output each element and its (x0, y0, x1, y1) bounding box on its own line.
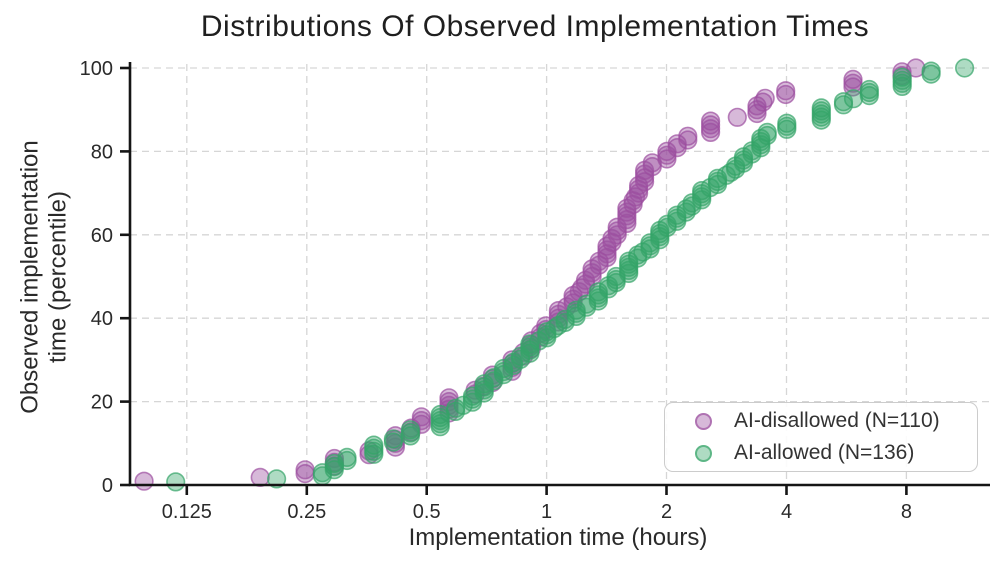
data-point-ai-allowed (843, 89, 864, 109)
y-tick-label: 80 (91, 141, 113, 163)
legend-item-ai-disallowed: AI-disallowed (N=110) (675, 407, 967, 435)
legend: AI-disallowed (N=110) AI-allowed (N=136) (664, 402, 978, 472)
data-point-ai-disallowed (678, 126, 698, 146)
data-point-ai-disallowed (134, 471, 154, 491)
data-point-ai-allowed (267, 469, 287, 489)
chart-title: Distributions Of Observed Implementation… (200, 10, 870, 43)
data-point-ai-allowed (337, 447, 357, 468)
y-tick-label: 60 (91, 225, 113, 247)
y-tick-label: 20 (91, 392, 113, 414)
data-point-ai-allowed (364, 435, 384, 455)
data-point-ai-disallowed (667, 134, 687, 154)
y-tick-label: 40 (91, 308, 113, 330)
x-tick-label: 0.5 (413, 501, 441, 523)
data-point-ai-allowed (954, 58, 975, 78)
data-point-ai-allowed (859, 79, 879, 100)
data-point-ai-allowed (777, 113, 797, 133)
legend-marker-ai-disallowed-icon (695, 412, 712, 430)
y-tick-label: 100 (80, 58, 113, 80)
x-tick-label: 8 (901, 501, 912, 523)
data-point-ai-allowed (811, 98, 831, 118)
data-point-ai-disallowed (755, 88, 775, 108)
x-tick-label: 4 (781, 501, 792, 523)
y-axis-label-line1: Observed implementation (16, 140, 44, 414)
x-tick-label: 1 (541, 501, 552, 523)
data-point-ai-disallowed (700, 111, 721, 131)
x-tick-label: 0.125 (162, 501, 212, 523)
data-point-ai-allowed (166, 472, 186, 492)
x-axis-label: Implementation time (hours) (408, 524, 708, 551)
x-tick-label: 2 (661, 501, 672, 523)
data-point-ai-allowed (383, 429, 404, 449)
data-point-ai-allowed (757, 122, 777, 142)
data-point-ai-allowed (921, 61, 941, 81)
data-point-ai-disallowed (657, 141, 677, 161)
data-point-ai-allowed (892, 67, 912, 87)
legend-item-ai-allowed: AI-allowed (N=136) (675, 439, 967, 467)
legend-label-ai-disallowed: AI-disallowed (N=110) (734, 409, 940, 432)
series-ai-allowed (166, 58, 975, 492)
legend-label-ai-allowed: AI-allowed (N=136) (734, 441, 915, 464)
y-tick-label: 0 (102, 475, 113, 497)
data-point-ai-disallowed (250, 467, 270, 488)
legend-marker-ai-allowed-icon (695, 444, 712, 462)
y-axis-label: Observed implementation time (percentile… (17, 140, 74, 413)
y-axis-label-line2: time (percentile) (45, 190, 72, 364)
data-point-ai-disallowed (776, 81, 796, 101)
data-point-ai-disallowed (727, 107, 747, 127)
x-tick-label: 0.25 (287, 501, 326, 523)
data-point-ai-allowed (400, 420, 421, 440)
data-point-ai-disallowed (843, 69, 863, 89)
data-point-ai-disallowed (411, 407, 432, 427)
data-point-ai-disallowed (295, 460, 315, 480)
